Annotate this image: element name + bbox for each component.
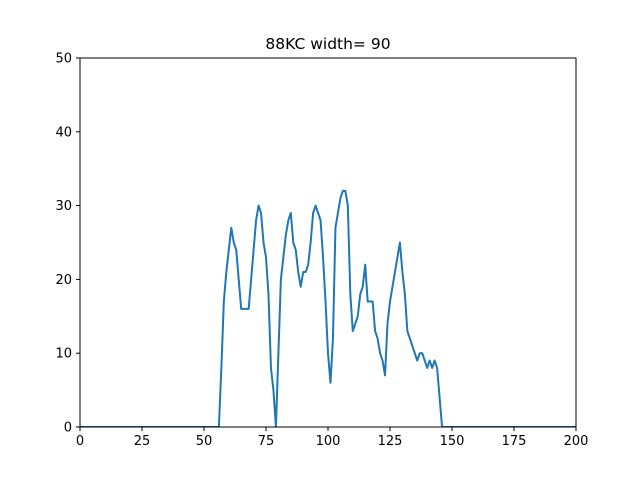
x-tick-label: 0 (76, 434, 84, 449)
x-tick-label: 50 (196, 434, 213, 449)
x-tick-label: 25 (134, 434, 151, 449)
x-tick-label: 125 (378, 434, 403, 449)
y-tick-label: 0 (64, 421, 72, 436)
y-tick-label: 10 (55, 347, 72, 362)
y-tick-label: 30 (55, 199, 72, 214)
plot-area (80, 189, 576, 427)
y-tick-label: 20 (55, 273, 72, 288)
y-tick-label: 40 (55, 125, 72, 140)
x-tick-label: 100 (316, 434, 341, 449)
chart-title: 88KC width= 90 (265, 35, 390, 53)
x-tick-label: 175 (502, 434, 527, 449)
x-tick-label: 200 (564, 434, 589, 449)
x-tick-label: 150 (440, 434, 465, 449)
x-tick-label: 75 (258, 434, 275, 449)
series-line-0 (80, 189, 576, 427)
axes: 0 25 50 75 100 125 150 175 200 0 10 20 30 40 50 (55, 52, 588, 450)
y-tick-label: 50 (55, 52, 72, 67)
